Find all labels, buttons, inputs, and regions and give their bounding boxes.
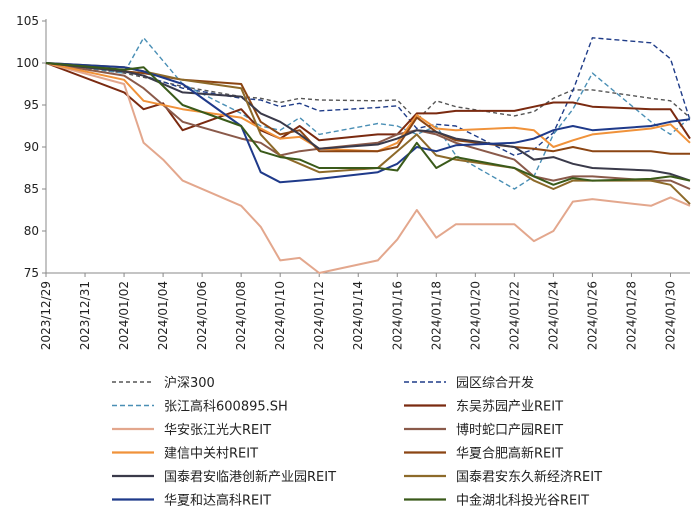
x-tick-label: 2024/01/20 [468, 281, 482, 350]
y-tick-label: 75 [24, 266, 39, 280]
series-line-5 [45, 62, 691, 274]
x-tick-label: 2024/01/10 [273, 281, 287, 350]
legend-item-2: 园区综合开发 [404, 375, 534, 391]
legend-label: 中金湖北科投光谷REIT [456, 493, 589, 509]
legend-label: 华夏和达高科REIT [164, 493, 271, 509]
series-line-12 [45, 62, 691, 186]
legend-label: 东吴苏园产业REIT [456, 399, 563, 415]
series-lines [45, 37, 691, 274]
x-tick-label: 2024/01/24 [546, 281, 560, 350]
x-tick-label: 2024/01/08 [234, 281, 248, 350]
legend-label: 张江高科600895.SH [164, 399, 288, 415]
x-tick-label: 2024/01/12 [312, 281, 326, 350]
x-tick-label: 2024/01/06 [195, 281, 209, 350]
legend-label: 园区综合开发 [456, 375, 534, 391]
legend-item-8: 华夏合肥高新REIT [404, 446, 563, 462]
x-tick-label: 2024/01/30 [663, 281, 677, 350]
legend-item-5: 华安张江光大REIT [112, 423, 271, 438]
x-tick-label: 2023/12/29 [39, 281, 53, 350]
y-tick-label: 95 [24, 98, 39, 112]
y-tick-label: 105 [16, 14, 39, 28]
x-tick-label: 2023/12/31 [78, 281, 92, 350]
legend-item-7: 建信中关村REIT [112, 447, 258, 462]
x-tick-label: 2024/01/26 [585, 281, 599, 350]
legend-label: 沪深300 [164, 375, 215, 391]
legend-label: 建信中关村REIT [164, 447, 258, 462]
legend-item-9: 国泰君安临港创新产业园REIT [112, 469, 336, 485]
legend-label: 博时蛇口产园REIT [456, 423, 563, 438]
y-tick-label: 85 [24, 182, 39, 196]
axes: 75 80 85 90 95 100 105 2023/12/29 2023/12/31 2024… [16, 14, 690, 350]
x-tick-label: 2024/01/22 [507, 281, 521, 350]
legend-label: 国泰君安东久新经济REIT [456, 469, 602, 485]
series-line-9 [45, 62, 691, 182]
series-line-1 [45, 62, 691, 121]
legend-label: 国泰君安临港创新产业园REIT [164, 469, 336, 485]
legend-item-4: 东吴苏园产业REIT [404, 399, 563, 415]
series-line-10 [45, 62, 691, 205]
legend-item-1: 沪深300 [112, 375, 215, 391]
y-tick-label: 90 [24, 140, 39, 154]
series-line-7 [45, 62, 691, 153]
legend-label: 华夏合肥高新REIT [456, 446, 563, 462]
x-tick-label: 2024/01/18 [429, 281, 443, 350]
legend-item-11: 华夏和达高科REIT [112, 493, 271, 509]
x-tick-label: 2024/01/16 [390, 281, 404, 350]
legend-item-12: 中金湖北科投光谷REIT [404, 493, 589, 509]
legend-label: 华安张江光大REIT [164, 423, 271, 438]
legend-item-3: 张江高科600895.SH [112, 399, 288, 415]
series-line-3 [45, 37, 691, 190]
x-tick-label: 2024/01/02 [117, 281, 131, 350]
legend-item-10: 国泰君安东久新经济REIT [404, 469, 602, 485]
series-line-8 [45, 62, 690, 155]
y-tick-label: 80 [24, 224, 39, 238]
legend-item-6: 博时蛇口产园REIT [404, 423, 563, 438]
x-tick-label: 2024/01/14 [351, 281, 365, 350]
x-tick-label: 2024/01/04 [156, 281, 170, 350]
y-tick-label: 100 [16, 56, 39, 70]
series-line-11 [45, 62, 691, 184]
x-tick-label: 2024/01/28 [624, 281, 638, 350]
series-line-2 [45, 37, 691, 157]
